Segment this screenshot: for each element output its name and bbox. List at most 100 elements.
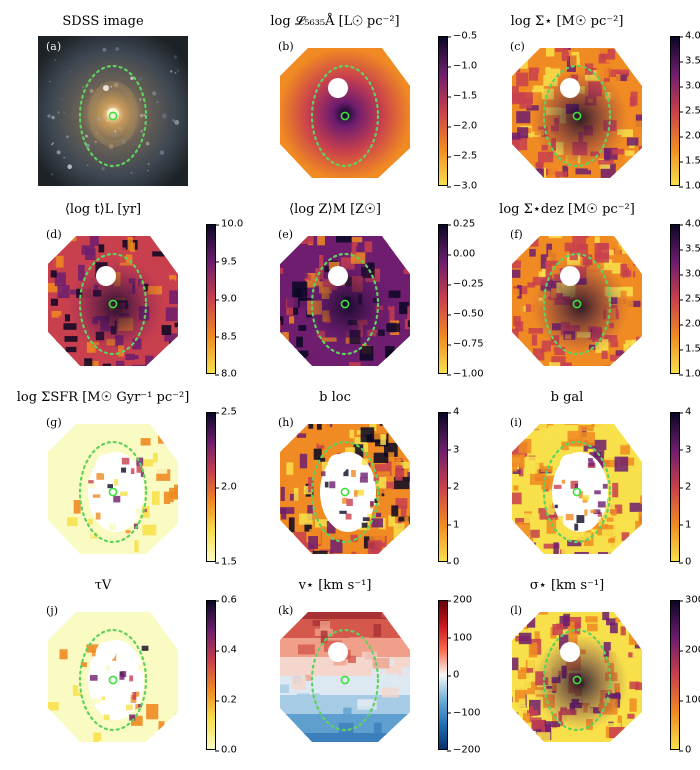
panel-g: log ΣSFR [M☉ Gyr⁻¹ pc⁻²] (g) 2.5 2.0 1.5 xyxy=(8,388,238,578)
panel-title: ⟨log Z⟩M [Z☉] xyxy=(289,202,381,217)
map-image xyxy=(38,600,188,750)
panel-label: (k) xyxy=(278,604,294,617)
colorbar-tick-label: 0 xyxy=(446,556,460,568)
colorbar-tick-label: 3.5 xyxy=(679,243,700,255)
colorbar-tick-label: 2 xyxy=(446,481,460,493)
panel-e: ⟨log Z⟩M [Z☉] (e) 0.25 0.00 −0.25 −0.50 −0.75 −… xyxy=(240,200,484,390)
colorbar-tick-label: 2.5 xyxy=(679,105,700,117)
colorbar-tick-label: 1 xyxy=(678,519,692,530)
panel-title: log Σ⋆dez [M☉ pc⁻²] xyxy=(499,202,635,217)
colorbar-tick-label: 1.0 xyxy=(679,368,700,380)
colorbar-tick-label: 4.0 xyxy=(679,30,700,42)
panel-d: ⟨log t⟩L [yr] (d) 10.0 9.5 9.0 8.5 8.0 xyxy=(8,200,243,390)
panel-k: v⋆ [km s⁻¹] (k) 200 100 0 −100 −200 xyxy=(240,576,480,766)
colorbar-tick-label: 3 xyxy=(678,444,692,455)
panel-label: (g) xyxy=(46,416,62,429)
map-svg xyxy=(280,48,410,178)
colorbar-tick-label: 1.5 xyxy=(679,343,700,355)
colorbar-tick-label: 3.0 xyxy=(679,80,700,92)
colorbar-tick-label: 2.0 xyxy=(679,318,700,330)
colorbar-tick-label: 3 xyxy=(446,444,460,455)
colorbar-tick-label: 2.0 xyxy=(679,130,700,142)
colorbar xyxy=(438,224,448,374)
map-image xyxy=(270,224,420,374)
map-image xyxy=(270,600,420,750)
colorbar-tick-label: 0 xyxy=(446,669,460,681)
panel-title: log Σ⋆ [M☉ pc⁻²] xyxy=(510,14,624,29)
colorbar-tick-label: 100 xyxy=(678,695,700,706)
map-image xyxy=(502,224,652,374)
map-image xyxy=(502,412,652,562)
map-image xyxy=(38,412,188,562)
panel-title: b gal xyxy=(550,390,584,405)
colorbar-tick-label: 4 xyxy=(678,406,692,418)
panel-label: (b) xyxy=(278,40,294,53)
colorbar-tick-label: 300 xyxy=(678,595,700,606)
map-svg xyxy=(38,36,188,186)
panel-title: ⟨log t⟩L [yr] xyxy=(64,202,142,217)
panel-title: log 𝓛₅₆₃₅Å [L☉ pc⁻²] xyxy=(270,14,400,29)
map-image xyxy=(38,224,188,374)
panel-title: σ⋆ [km s⁻¹] xyxy=(529,578,605,593)
colorbar-tick-label: −0.25 xyxy=(447,278,484,290)
colorbar xyxy=(438,36,448,186)
colorbar-tick-label: 0.0 xyxy=(215,744,237,756)
colorbar-tick-label: 9.0 xyxy=(215,293,237,305)
colorbar-tick-label: 2.5 xyxy=(679,293,700,305)
map-svg xyxy=(512,48,642,178)
colorbar-tick-label: −1.0 xyxy=(446,60,478,72)
colorbar-tick-label: −2.5 xyxy=(446,150,478,162)
map-svg xyxy=(48,236,178,366)
colorbar-tick-label: 2.0 xyxy=(215,481,237,493)
panel-label: (c) xyxy=(510,40,525,53)
panel-l: σ⋆ [km s⁻¹] (l) 300 200 100 0 xyxy=(472,576,700,766)
map-svg xyxy=(280,236,410,366)
colorbar-tick-label: 200 xyxy=(678,645,700,656)
panel-title: v⋆ [km s⁻¹] xyxy=(298,578,372,593)
panel-label: (f) xyxy=(510,228,523,241)
colorbar-tick-label: 3.5 xyxy=(679,55,700,67)
map-image xyxy=(502,600,652,750)
map-svg xyxy=(48,612,178,742)
colorbar-tick-label: 0.4 xyxy=(215,644,237,656)
colorbar-tick-label: 2 xyxy=(678,481,692,493)
colorbar-tick-label: 0.2 xyxy=(215,694,237,706)
map-svg xyxy=(512,424,642,554)
panel-title: log ΣSFR [M☉ Gyr⁻¹ pc⁻²] xyxy=(16,390,190,405)
colorbar-tick-label: 3.0 xyxy=(679,268,700,280)
panel-b: log 𝓛₅₆₃₅Å [L☉ pc⁻²] (b) −0.5 −1.0 −1.5 −2.0 −… xyxy=(240,12,477,202)
panel-title: b loc xyxy=(319,390,351,405)
panel-label: (l) xyxy=(510,604,523,617)
map-svg xyxy=(512,236,642,366)
map-svg xyxy=(280,612,410,742)
map-image xyxy=(38,36,188,186)
colorbar xyxy=(206,600,216,750)
colorbar-tick-label: 10.0 xyxy=(214,218,244,230)
colorbar-tick-label: 0 xyxy=(678,556,692,568)
panel-label: (i) xyxy=(510,416,523,429)
colorbar-tick-label: 8.0 xyxy=(215,368,237,380)
panel-h: b loc (h) 4 3 2 1 0 xyxy=(240,388,470,578)
map-svg xyxy=(48,424,178,554)
colorbar-tick-label: −1.5 xyxy=(446,90,478,102)
map-image xyxy=(502,36,652,186)
colorbar-tick-label: 0.25 xyxy=(446,218,476,230)
colorbar-tick-label: −0.75 xyxy=(447,338,484,350)
colorbar-tick-label: −2.0 xyxy=(446,120,478,132)
colorbar-tick-label: −1.00 xyxy=(447,368,484,380)
colorbar-tick-label: 8.5 xyxy=(215,331,237,342)
colorbar-tick-label: 200 xyxy=(446,594,473,606)
colorbar-tick-label: 0.00 xyxy=(446,248,476,260)
panel-f: log Σ⋆dez [M☉ pc⁻²] (f) 4.0 3.5 3.0 2.5 2.0 1.5… xyxy=(472,200,700,390)
colorbar-tick-label: 4.0 xyxy=(679,218,700,230)
panel-label: (j) xyxy=(46,604,58,617)
colorbar-tick-label: 1.5 xyxy=(215,556,237,568)
colorbar-tick-label: 2.5 xyxy=(215,406,237,418)
colorbar-tick-label: −200 xyxy=(446,744,481,756)
colorbar-tick-label: −0.50 xyxy=(447,308,484,320)
map-svg xyxy=(512,612,642,742)
panel-a: SDSS image (a) xyxy=(8,12,238,202)
colorbar-tick-label: 0.6 xyxy=(215,594,237,606)
colorbar-tick-label: 1.5 xyxy=(679,155,700,167)
colorbar-tick-label: 100 xyxy=(446,632,473,643)
